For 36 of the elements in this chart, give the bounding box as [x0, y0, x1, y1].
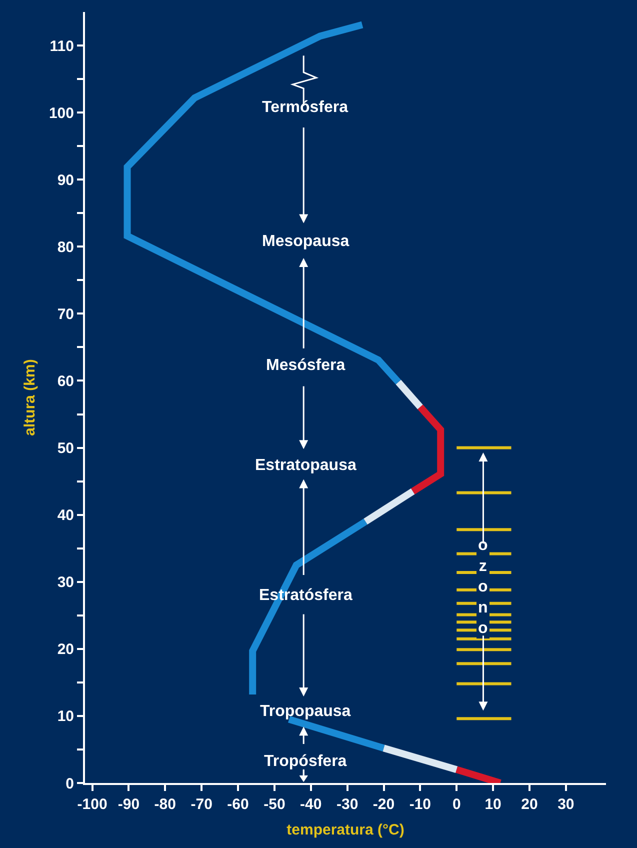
y-tick-label: 70: [57, 306, 74, 323]
x-tick-label: 0: [452, 796, 461, 813]
x-tick-label: -100: [77, 796, 108, 813]
x-tick-label: -10: [409, 796, 432, 813]
y-tick-label: 50: [57, 440, 74, 458]
x-tick-label: -40: [300, 796, 322, 813]
y-axis-title: altura (km): [22, 359, 39, 436]
x-tick-label: -60: [227, 796, 249, 813]
y-tick-label: 60: [57, 372, 74, 390]
x-tick-label: -90: [118, 796, 140, 813]
annotation: Mesopausa: [262, 233, 350, 250]
y-tick-label: 40: [57, 507, 74, 524]
annotation: Mesósfera: [266, 357, 346, 374]
x-tick-label: 30: [558, 796, 574, 813]
annotation: Estratopausa: [255, 457, 356, 474]
x-tick-label: 20: [521, 796, 538, 813]
x-tick-label: -80: [154, 796, 176, 813]
x-tick-label: -50: [264, 796, 286, 813]
annotation: Termósfera: [262, 99, 348, 116]
x-tick-label: 10: [484, 796, 502, 813]
y-tick-label: 20: [57, 641, 74, 658]
y-tick-label: 80: [57, 238, 74, 256]
y-tick-label: 30: [57, 574, 74, 592]
annotation: Estratósfera: [259, 587, 352, 604]
y-tick-label: 0: [66, 775, 74, 792]
x-tick-label: -70: [190, 796, 212, 813]
y-tick-label: 90: [57, 172, 74, 189]
annotation: Tropósfera: [264, 753, 347, 770]
annotation: Tropopausa: [260, 703, 351, 720]
y-tick-label: 100: [48, 104, 74, 122]
annotation: ozono: [478, 537, 488, 638]
x-tick-label: -30: [336, 796, 358, 813]
x-tick-label: -20: [372, 796, 395, 813]
x-axis-title: temperatura (°C): [286, 822, 404, 838]
y-tick-label: 10: [57, 708, 74, 726]
y-tick-label: 110: [50, 38, 74, 55]
